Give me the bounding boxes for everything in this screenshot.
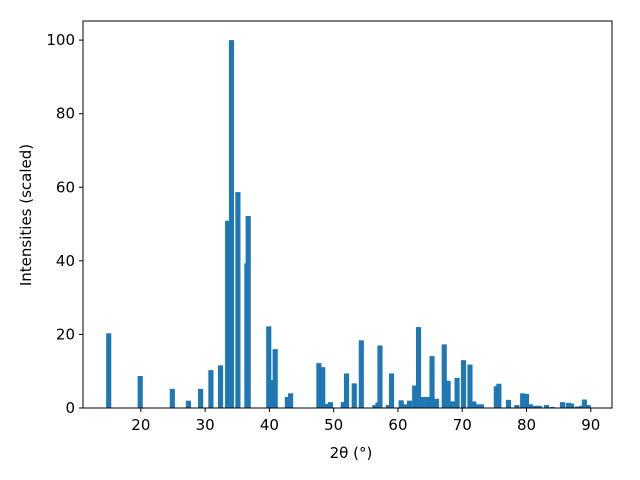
bar [137, 375, 143, 408]
bar [358, 340, 364, 408]
bar [208, 370, 214, 408]
bar [415, 327, 422, 408]
bar [460, 360, 467, 408]
bar [377, 345, 383, 408]
bar [565, 402, 571, 408]
x-tick-label: 20 [131, 416, 150, 434]
bar [568, 403, 575, 408]
x-tick-label: 70 [453, 416, 472, 434]
bar [454, 377, 460, 408]
bar [320, 367, 326, 408]
x-tick-label: 40 [260, 416, 279, 434]
y-axis-label: Intensities (scaled) [17, 144, 35, 286]
y-tick-label: 80 [56, 105, 75, 123]
plot-frame [82, 20, 613, 409]
bar [388, 373, 395, 408]
bar [266, 326, 272, 408]
bar [343, 373, 350, 408]
y-tick-label: 60 [56, 178, 75, 196]
bar [520, 393, 526, 408]
x-tick-label: 50 [324, 416, 343, 434]
x-tick-label: 90 [581, 416, 600, 434]
bar [412, 385, 418, 408]
bar [398, 400, 404, 408]
bar [514, 405, 520, 408]
bar [543, 405, 550, 408]
bar [198, 388, 204, 408]
bar [471, 401, 477, 408]
bar [424, 396, 431, 408]
bar [505, 399, 512, 408]
bar [532, 405, 539, 408]
bar [549, 406, 555, 408]
bar [169, 388, 175, 408]
bar [433, 398, 440, 408]
bar [235, 192, 241, 408]
x-tick-label: 60 [388, 416, 407, 434]
x-axis-label: 2θ (°) [330, 444, 373, 462]
bar [419, 396, 425, 408]
bar [217, 365, 224, 408]
bar [327, 402, 334, 408]
bar [324, 403, 330, 408]
bar [429, 356, 435, 408]
bar [340, 402, 346, 408]
bar [225, 220, 231, 408]
bar [450, 401, 456, 408]
bar [581, 399, 587, 408]
bar [284, 396, 290, 408]
bar [475, 404, 481, 408]
bar [185, 400, 191, 408]
y-tick-label: 100 [46, 31, 75, 49]
bar [228, 40, 235, 409]
bar [372, 405, 378, 408]
bar [478, 404, 485, 408]
bar [401, 404, 407, 408]
bar [351, 383, 357, 408]
bar [467, 364, 473, 408]
bar [559, 402, 566, 408]
bar [245, 215, 251, 408]
bar [523, 394, 530, 408]
x-tick-label: 30 [196, 416, 215, 434]
x-tick-label: 80 [517, 416, 536, 434]
bar [441, 344, 447, 408]
bar [527, 404, 533, 408]
bar [316, 363, 322, 408]
bar [106, 333, 112, 408]
y-tick-label: 40 [56, 252, 75, 270]
bar [585, 405, 591, 408]
bar [288, 393, 294, 408]
y-tick-label: 20 [56, 325, 75, 343]
bar [574, 406, 580, 408]
bar [496, 383, 502, 408]
bar [385, 405, 391, 408]
bar [272, 349, 278, 408]
bar [268, 380, 274, 408]
bar [445, 380, 451, 408]
bar [536, 405, 542, 408]
bar [406, 400, 413, 408]
y-tick-label: 0 [65, 399, 75, 417]
